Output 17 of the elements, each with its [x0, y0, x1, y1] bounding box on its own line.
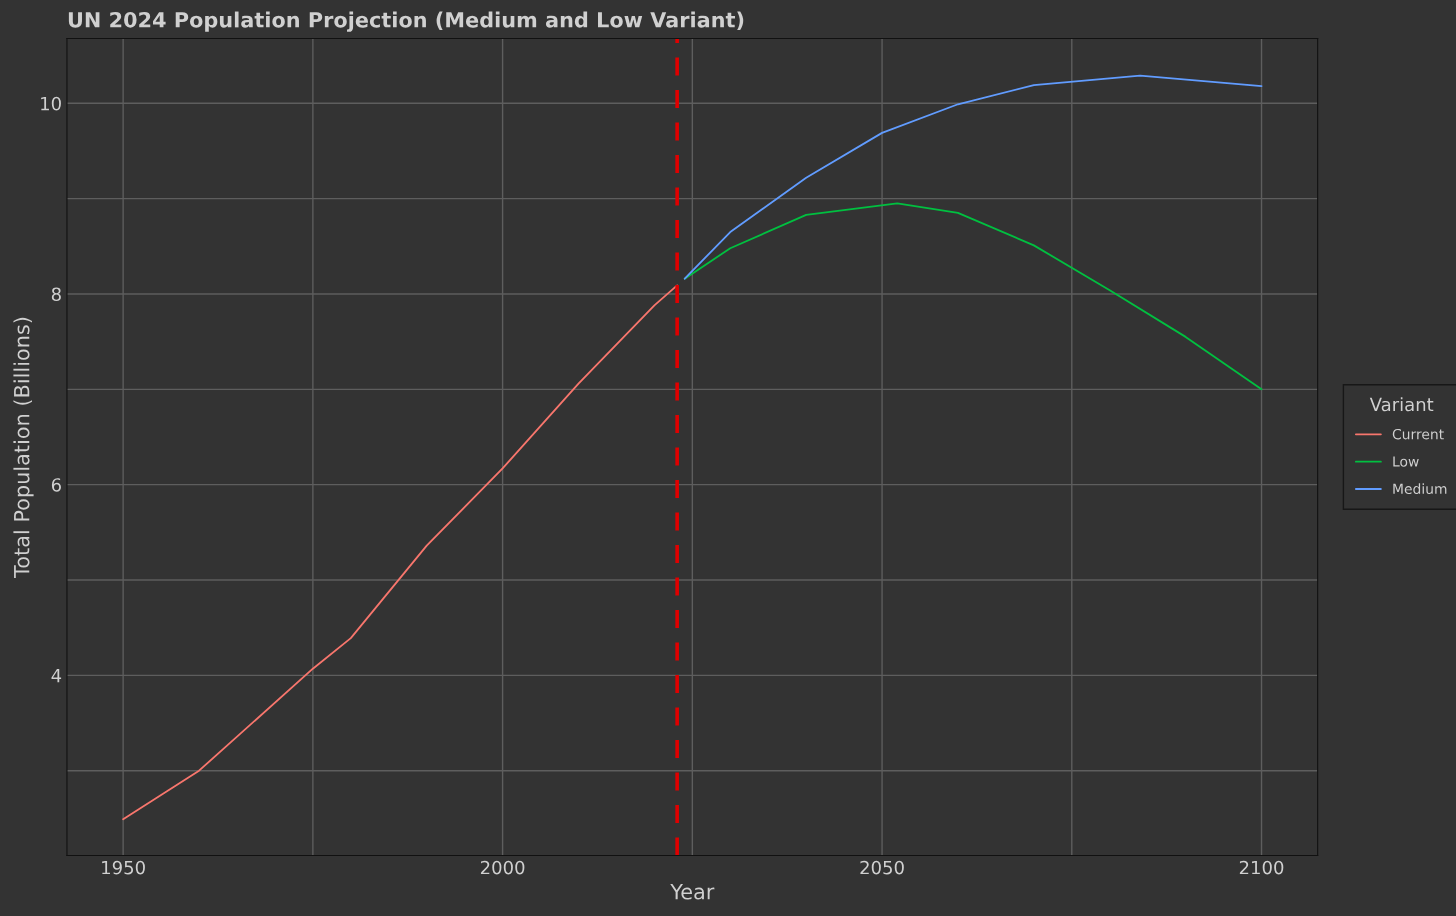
legend-title: Variant	[1369, 397, 1434, 412]
y-axis-title: Total Population (Billions)	[13, 317, 34, 578]
legend-label: Current	[1392, 428, 1444, 440]
y-tick-label: 8	[51, 287, 61, 302]
line-series	[683, 74, 1263, 280]
x-tick-label: 2100	[1239, 860, 1284, 875]
x-tick-label: 1950	[102, 860, 145, 875]
y-tick-label: 6	[51, 478, 61, 492]
y-tick-label: 4	[51, 669, 62, 683]
x-axis-title: Year	[670, 884, 715, 900]
y-tick-label: 10	[41, 96, 61, 111]
line-series	[683, 202, 1263, 391]
x-tick-label: 2000	[480, 860, 525, 875]
legend-label: Low	[1393, 456, 1419, 467]
legend-label: Medium	[1393, 483, 1447, 495]
chart-title: UN 2024 Population Projection (Medium and Low Variant)	[68, 11, 744, 32]
x-tick-label: 2050	[860, 860, 904, 875]
